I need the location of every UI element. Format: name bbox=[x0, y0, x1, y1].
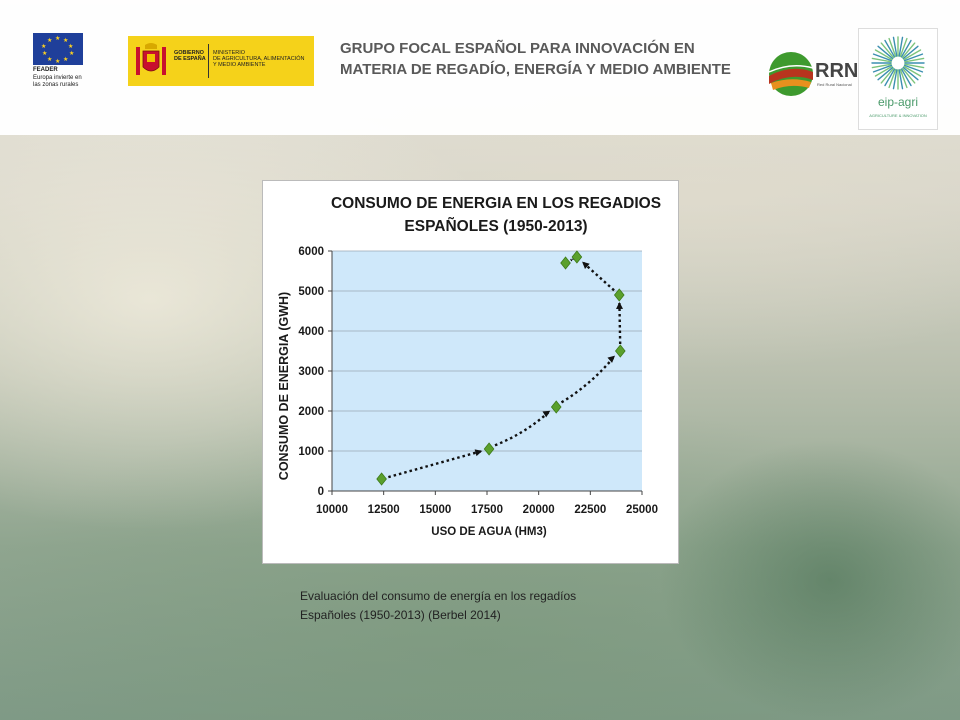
arrow-head bbox=[474, 449, 483, 457]
data-point bbox=[483, 442, 495, 456]
arrow-head bbox=[616, 301, 624, 310]
y-tick-label: 1000 bbox=[298, 446, 324, 458]
arrow-head bbox=[542, 410, 551, 418]
y-tick-label: 4000 bbox=[298, 326, 324, 338]
data-point bbox=[571, 250, 583, 264]
figure-caption: Evaluación del consumo de energía en los… bbox=[300, 587, 700, 625]
x-tick-label: 12500 bbox=[368, 504, 400, 516]
eu-feader-logo: ★ ★ ★ ★ ★ ★ ★ ★ ★ ★ FEADER Europa invier… bbox=[33, 33, 83, 99]
data-point bbox=[614, 344, 626, 358]
page-title-line1: GRUPO FOCAL ESPAÑOL PARA INNOVACIÓN EN bbox=[340, 40, 695, 57]
rrn-logo-sub: Red Rural Nacional bbox=[817, 82, 852, 87]
trend-arrow bbox=[494, 409, 552, 447]
data-point bbox=[613, 288, 625, 302]
x-tick-label: 22500 bbox=[574, 504, 606, 516]
gobierno-espana-logo: GOBIERNO DE ESPAÑA MINISTERIO DE AGRICUL… bbox=[128, 36, 314, 86]
eip-agri-burst-icon bbox=[871, 36, 925, 90]
gobierno-line2: DE ESPAÑA bbox=[174, 56, 206, 62]
chart-panel: CONSUMO DE ENERGIA EN LOS REGADIOS ESPAÑ… bbox=[262, 180, 679, 564]
caption-line2: Españoles (1950-2013) (Berbel 2014) bbox=[300, 608, 501, 622]
x-tick-label: 17500 bbox=[471, 504, 503, 516]
y-axis-label: CONSUMO DE ENERGIA (GWH) bbox=[277, 292, 291, 480]
data-point bbox=[560, 256, 571, 270]
eip-agri-logo: eip-agri AGRICULTURE & INNOVATION bbox=[858, 28, 938, 130]
spain-crest-icon bbox=[136, 43, 166, 75]
y-tick-label: 5000 bbox=[298, 286, 324, 298]
x-axis-label: USO DE AGUA (HM3) bbox=[431, 526, 547, 538]
x-tick-label: 20000 bbox=[523, 504, 555, 516]
y-tick-label: 3000 bbox=[298, 366, 324, 378]
data-point bbox=[550, 400, 562, 414]
eip-logo-sub: AGRICULTURE & INNOVATION bbox=[869, 113, 927, 118]
trend-arrow bbox=[570, 258, 573, 262]
ministry-line2: DE AGRICULTURA, ALIMENTACIÓN bbox=[213, 56, 305, 62]
x-tick-label: 25000 bbox=[626, 504, 658, 516]
ministry-line1: MINISTERIO bbox=[213, 50, 246, 56]
trend-arrow bbox=[560, 354, 616, 404]
ministry-line3: Y MEDIO AMBIENTE bbox=[213, 62, 266, 68]
trend-arrow bbox=[581, 260, 615, 292]
arrow-head bbox=[607, 355, 616, 363]
eu-flag-icon: ★ ★ ★ ★ ★ ★ ★ ★ ★ ★ bbox=[33, 33, 83, 65]
trend-arrow bbox=[618, 301, 622, 345]
rrn-logo: RRN Red Rural Nacional bbox=[767, 50, 859, 98]
eu-feader-label: FEADER bbox=[33, 67, 58, 73]
chart-title-line2: ESPAÑOLES (1950-2013) bbox=[404, 217, 587, 235]
gobierno-line1: GOBIERNO bbox=[174, 50, 204, 56]
chart-title-line1: CONSUMO DE ENERGIA EN LOS REGADIOS bbox=[331, 195, 661, 212]
y-tick-label: 0 bbox=[318, 486, 324, 498]
y-tick-label: 6000 bbox=[298, 246, 324, 258]
x-tick-label: 10000 bbox=[316, 504, 348, 516]
page-title: GRUPO FOCAL ESPAÑOL PARA INNOVACIÓN EN M… bbox=[340, 38, 770, 80]
x-tick-label: 15000 bbox=[419, 504, 451, 516]
arrow-head bbox=[582, 261, 590, 269]
energy-chart: CONSUMO DE ENERGIA EN LOS REGADIOS ESPAÑ… bbox=[277, 195, 661, 538]
rrn-logo-text: RRN bbox=[815, 60, 859, 82]
y-tick-label: 2000 bbox=[298, 406, 324, 418]
caption-line1: Evaluación del consumo de energía en los… bbox=[300, 589, 577, 603]
eu-logo-line2: las zonas rurales bbox=[33, 82, 79, 88]
eip-logo-text: eip-agri bbox=[877, 95, 919, 109]
eu-logo-line1: Europa invierte en bbox=[33, 75, 82, 81]
rrn-swoosh-icon bbox=[768, 52, 814, 96]
logo-divider bbox=[208, 44, 209, 78]
page-title-line2: MATERIA DE REGADÍO, ENERGÍA Y MEDIO AMBI… bbox=[340, 61, 731, 78]
data-point bbox=[376, 472, 387, 486]
